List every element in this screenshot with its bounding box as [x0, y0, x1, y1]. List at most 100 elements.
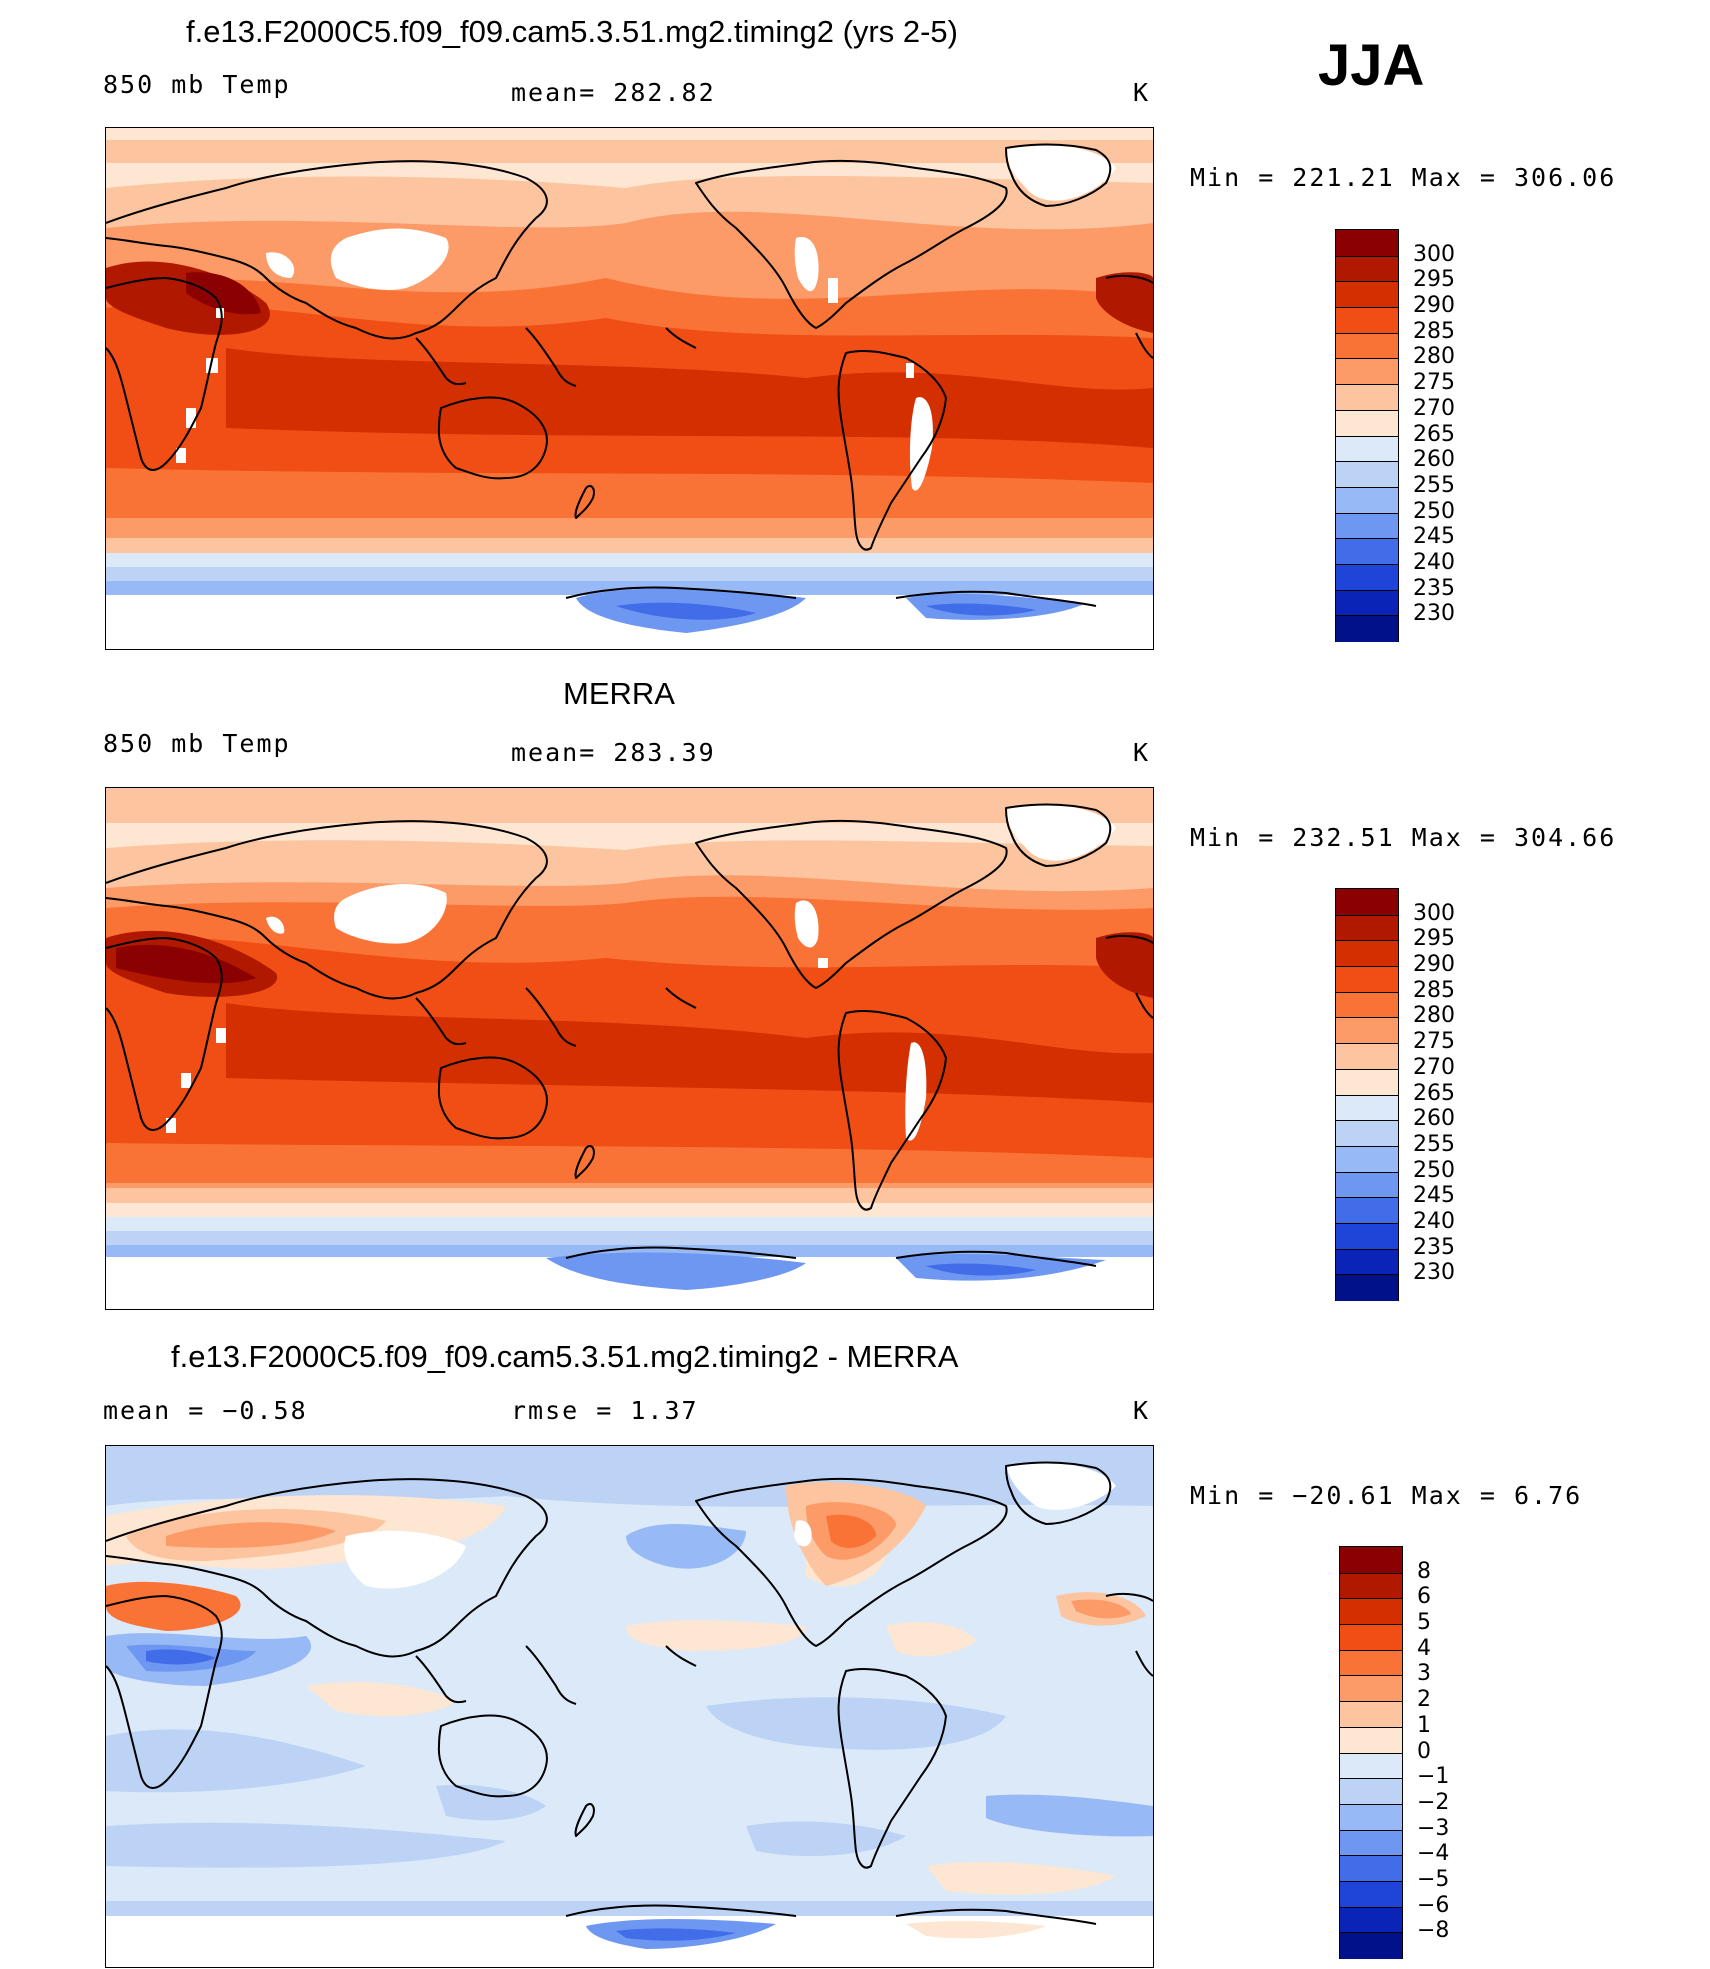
colorbar-tick-label: 295 [1413, 926, 1455, 952]
colorbar-tick-label: 1 [1417, 1712, 1431, 1738]
panel3-units: K [1133, 1396, 1151, 1425]
colorbar-tick-label: 260 [1413, 1106, 1455, 1132]
panel2-map-field [106, 788, 1153, 1309]
panel3-minmax: Min = −20.61 Max = 6.76 [1190, 1481, 1583, 1510]
colorbar-swatch [1340, 1598, 1402, 1626]
colorbar-tick-label: 280 [1413, 344, 1455, 370]
colorbar-tick-label: 235 [1413, 575, 1455, 601]
panel2-colorbar [1335, 888, 1399, 1301]
colorbar-swatch [1340, 1572, 1402, 1600]
panel2-map [105, 787, 1154, 1310]
panel1-map [105, 127, 1154, 650]
season-label: JJA [1318, 33, 1425, 98]
colorbar-swatch [1336, 1068, 1398, 1096]
colorbar-tick-label: 265 [1413, 1080, 1455, 1106]
colorbar-swatch [1336, 1171, 1398, 1199]
colorbar-swatch [1336, 889, 1398, 915]
colorbar-tick-label: 280 [1413, 1003, 1455, 1029]
panel1-minmax: Min = 221.21 Max = 306.06 [1190, 163, 1617, 192]
colorbar-tick-label: 0 [1417, 1738, 1431, 1764]
colorbar-swatch [1340, 1649, 1402, 1677]
colorbar-tick-label: −5 [1417, 1866, 1450, 1892]
colorbar-tick-label: −2 [1417, 1789, 1450, 1815]
colorbar-swatch [1340, 1675, 1402, 1703]
colorbar-swatch [1336, 615, 1398, 642]
colorbar-swatch [1336, 1248, 1398, 1276]
panel3-map-field [106, 1446, 1153, 1967]
colorbar-tick-label: 5 [1417, 1610, 1431, 1636]
colorbar-swatch [1340, 1547, 1402, 1573]
colorbar-tick-label: 4 [1417, 1635, 1431, 1661]
colorbar-swatch [1340, 1803, 1402, 1831]
colorbar-swatch [1336, 940, 1398, 968]
colorbar-swatch [1340, 1701, 1402, 1728]
panel1-field-label: 850 mb Temp [103, 70, 291, 99]
colorbar-swatch [1336, 281, 1398, 309]
colorbar-swatch [1336, 1043, 1398, 1070]
colorbar-tick-label: 250 [1413, 1157, 1455, 1183]
colorbar-swatch [1340, 1726, 1402, 1754]
colorbar-tick-label: 245 [1413, 524, 1455, 550]
panel3-title: f.e13.F2000C5.f09_f09.cam5.3.51.mg2.timi… [171, 1339, 959, 1374]
colorbar-swatch [1336, 563, 1398, 591]
panel1-colorbar [1335, 229, 1399, 642]
colorbar-tick-label: −6 [1417, 1892, 1450, 1918]
panel1-title: f.e13.F2000C5.f09_f09.cam5.3.51.mg2.timi… [186, 14, 958, 49]
colorbar-swatch [1336, 1145, 1398, 1173]
panel3-map [105, 1445, 1154, 1968]
colorbar-tick-label: 235 [1413, 1234, 1455, 1260]
colorbar-swatch [1336, 461, 1398, 488]
colorbar-tick-label: 2 [1417, 1687, 1431, 1713]
panel2-title: MERRA [563, 676, 675, 711]
colorbar-swatch [1336, 409, 1398, 437]
colorbar-tick-label: 285 [1413, 318, 1455, 344]
colorbar-tick-label: 230 [1413, 1260, 1455, 1286]
panel2-minmax: Min = 232.51 Max = 304.66 [1190, 823, 1617, 852]
panel1-map-field [106, 128, 1153, 649]
colorbar-swatch [1336, 512, 1398, 540]
colorbar-swatch [1340, 1624, 1402, 1651]
colorbar-tick-label: 255 [1413, 472, 1455, 498]
colorbar-swatch [1340, 1829, 1402, 1857]
colorbar-tick-label: 240 [1413, 549, 1455, 575]
colorbar-swatch [1340, 1855, 1402, 1882]
panel3-colorbar [1339, 1546, 1403, 1959]
colorbar-tick-label: 300 [1413, 241, 1455, 267]
colorbar-tick-label: 285 [1413, 977, 1455, 1003]
panel3-rmse-label: rmse = 1.37 [511, 1396, 699, 1425]
colorbar-swatch [1336, 914, 1398, 942]
colorbar-swatch [1336, 384, 1398, 411]
colorbar-tick-label: 250 [1413, 498, 1455, 524]
colorbar-tick-label: 270 [1413, 395, 1455, 421]
colorbar-swatch [1336, 358, 1398, 386]
colorbar-swatch [1336, 966, 1398, 993]
colorbar-swatch [1336, 1197, 1398, 1224]
colorbar-tick-label: 8 [1417, 1558, 1431, 1584]
colorbar-swatch [1336, 486, 1398, 514]
colorbar-swatch [1336, 1094, 1398, 1122]
colorbar-tick-label: −4 [1417, 1841, 1450, 1867]
colorbar-tick-label: 275 [1413, 1029, 1455, 1055]
colorbar-swatch [1336, 435, 1398, 463]
colorbar-swatch [1340, 1752, 1402, 1780]
colorbar-tick-label: 255 [1413, 1131, 1455, 1157]
colorbar-tick-label: 290 [1413, 952, 1455, 978]
colorbar-swatch [1340, 1932, 1402, 1959]
colorbar-swatch [1336, 1120, 1398, 1147]
colorbar-tick-label: 270 [1413, 1054, 1455, 1080]
panel2-mean-label: mean= 283.39 [511, 738, 716, 767]
panel3-mean-label: mean = −0.58 [103, 1396, 308, 1425]
colorbar-swatch [1336, 991, 1398, 1019]
colorbar-tick-label: 275 [1413, 370, 1455, 396]
colorbar-swatch [1336, 1017, 1398, 1045]
colorbar-swatch [1336, 1274, 1398, 1301]
colorbar-swatch [1336, 307, 1398, 334]
colorbar-swatch [1336, 255, 1398, 283]
colorbar-swatch [1336, 1222, 1398, 1250]
colorbar-tick-label: 245 [1413, 1183, 1455, 1209]
colorbar-tick-label: 230 [1413, 601, 1455, 627]
colorbar-swatch [1336, 332, 1398, 360]
colorbar-swatch [1336, 538, 1398, 565]
colorbar-tick-label: −3 [1417, 1815, 1450, 1841]
colorbar-tick-label: −8 [1417, 1918, 1450, 1944]
